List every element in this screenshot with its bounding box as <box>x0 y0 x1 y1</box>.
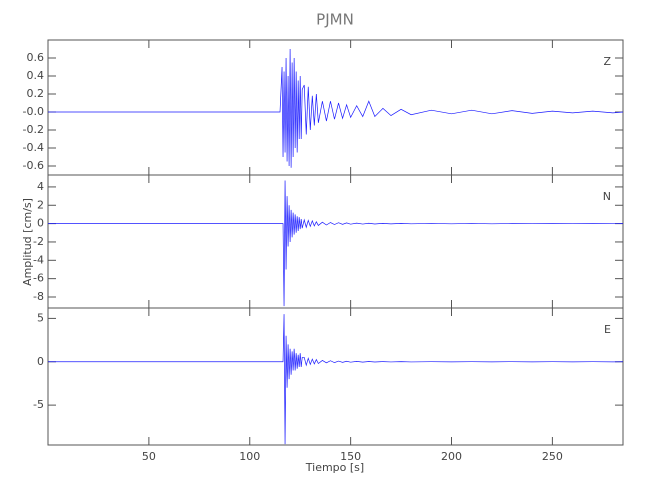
y-tick-label: 0.2 <box>27 87 45 100</box>
x-tick-label: 150 <box>340 450 361 463</box>
x-tick-label: 200 <box>441 450 462 463</box>
panel-label: N <box>603 190 611 203</box>
y-tick-label: 0 <box>37 217 44 230</box>
x-axis-label: Tiempo [s] <box>305 461 364 474</box>
panel-frame <box>47 307 624 446</box>
y-tick-label: 0.4 <box>27 69 45 82</box>
y-tick-label: -0.6 <box>23 159 44 172</box>
y-tick-label: 4 <box>37 180 44 193</box>
y-tick-label: -0.0 <box>23 105 44 118</box>
y-tick-label: -0.4 <box>23 141 44 154</box>
panel-frame <box>47 39 624 176</box>
y-tick-label: -6 <box>33 272 44 285</box>
x-tick-label: 250 <box>542 450 563 463</box>
y-axis-label: Amplitud [cm/s] <box>21 198 34 286</box>
y-tick-label: 5 <box>37 311 44 324</box>
waveform <box>48 314 624 445</box>
chart-title: PJMN <box>316 11 354 29</box>
y-tick-label: -5 <box>33 398 44 411</box>
y-tick-label: -2 <box>33 235 44 248</box>
x-tick-label: 100 <box>239 450 260 463</box>
x-tick-label: 50 <box>142 450 156 463</box>
waveform <box>48 180 624 307</box>
y-tick-label: -8 <box>33 290 44 303</box>
y-tick-label: -4 <box>33 253 44 266</box>
y-tick-label: 0 <box>37 355 44 368</box>
y-tick-label: 0.6 <box>27 51 45 64</box>
y-tick-label: 2 <box>37 198 44 211</box>
y-tick-label: -0.2 <box>23 123 44 136</box>
waveform <box>48 48 624 168</box>
panel-frame <box>47 174 624 309</box>
panel-label: E <box>604 323 611 336</box>
panel-label: Z <box>603 55 611 68</box>
